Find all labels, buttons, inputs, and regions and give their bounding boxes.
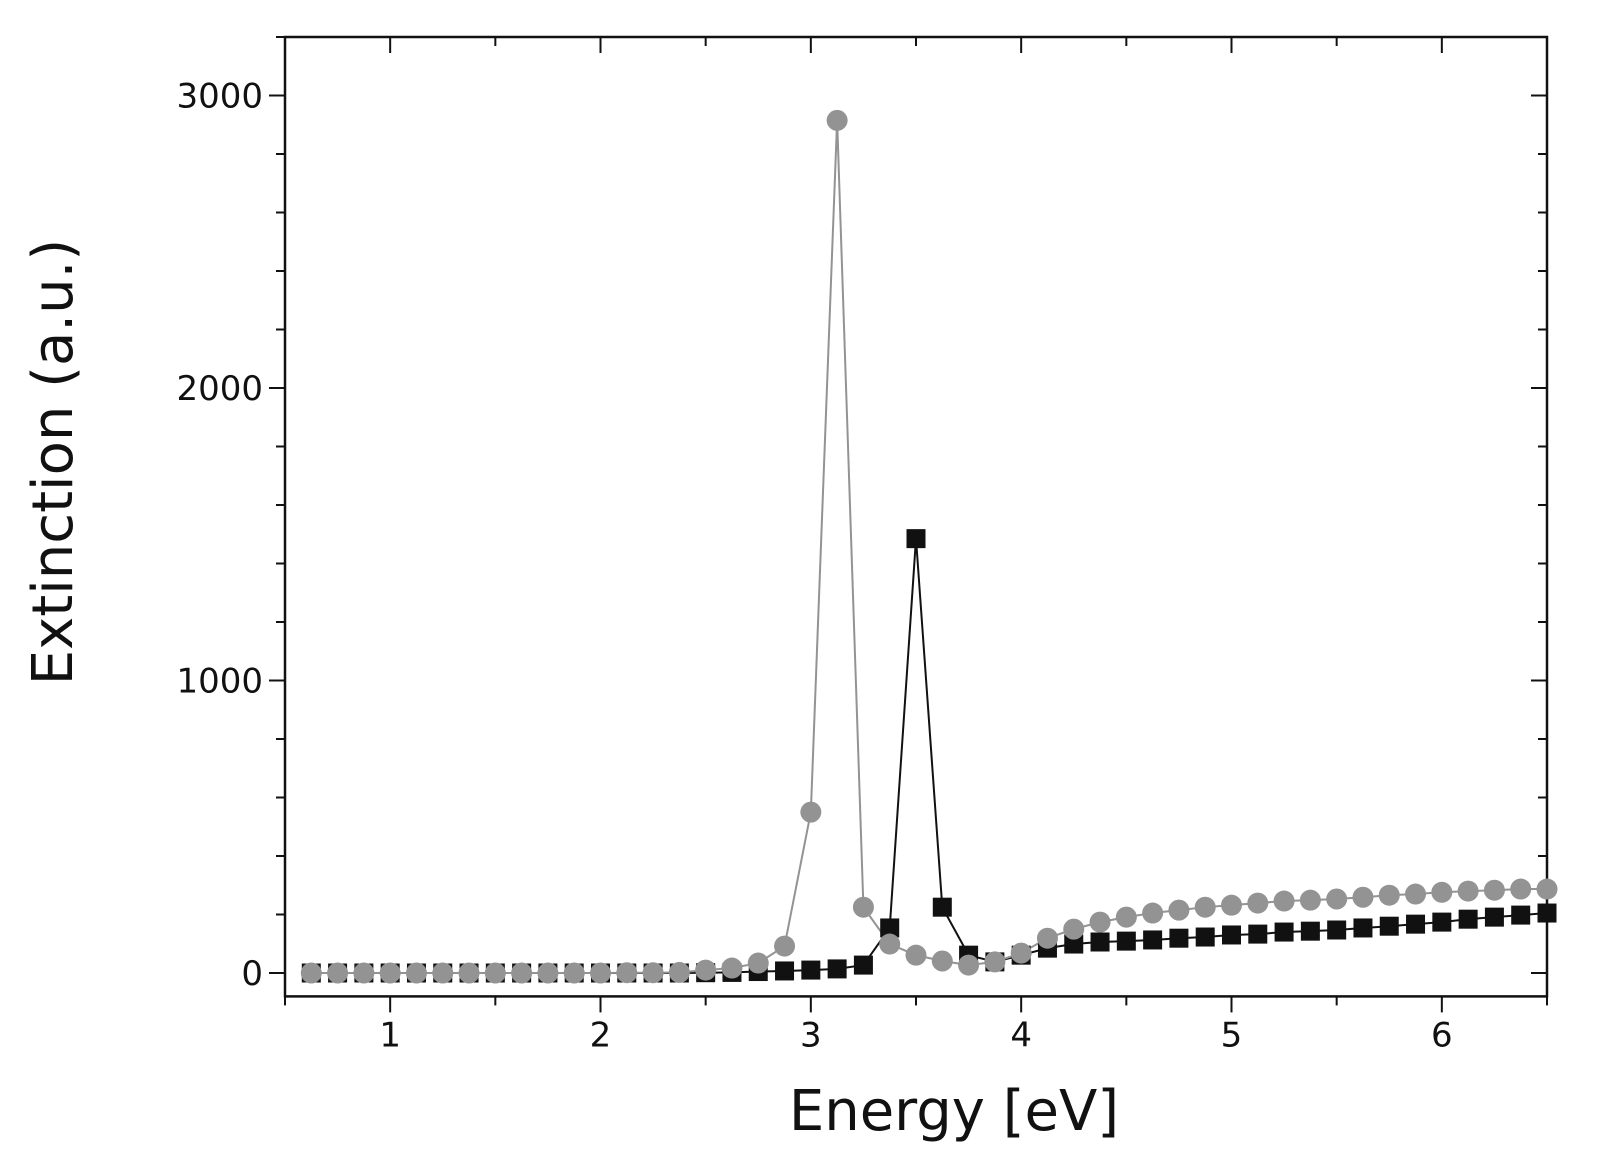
series-markers bbox=[300, 109, 1558, 984]
circle-marker bbox=[958, 954, 980, 976]
circle-marker bbox=[931, 950, 953, 972]
circle-marker bbox=[563, 962, 585, 984]
axis-ticks bbox=[269, 36, 1548, 1013]
square-marker bbox=[853, 955, 873, 975]
square-marker bbox=[880, 918, 900, 938]
square-marker bbox=[1484, 907, 1504, 927]
circle-marker bbox=[458, 962, 480, 984]
square-marker bbox=[1458, 909, 1478, 929]
circle-marker bbox=[405, 962, 427, 984]
circle-marker bbox=[695, 959, 717, 981]
plot-border bbox=[283, 35, 1549, 998]
circle-marker bbox=[1431, 881, 1453, 903]
circle-marker bbox=[1510, 878, 1532, 900]
square-marker bbox=[775, 961, 795, 981]
circle-marker bbox=[1299, 889, 1321, 911]
circle-marker bbox=[1115, 906, 1137, 928]
circle-marker bbox=[1142, 902, 1164, 924]
y-tick-label: 3000 bbox=[176, 77, 263, 117]
x-tick-label: 3 bbox=[800, 1015, 822, 1055]
series-lines bbox=[311, 120, 1548, 974]
circle-marker bbox=[1010, 942, 1032, 964]
x-axis-label: Energy [eV] bbox=[789, 1079, 1119, 1144]
circle-marker bbox=[905, 944, 927, 966]
series-line-square bbox=[311, 538, 1548, 974]
circle-marker bbox=[484, 962, 506, 984]
circle-marker bbox=[300, 962, 322, 984]
circle-marker bbox=[511, 962, 533, 984]
square-marker bbox=[1300, 921, 1320, 941]
circle-marker bbox=[1063, 918, 1085, 940]
plot-frame bbox=[283, 35, 1549, 998]
circle-marker bbox=[327, 962, 349, 984]
circle-marker bbox=[432, 962, 454, 984]
circle-marker bbox=[1457, 880, 1479, 902]
series-line-circle bbox=[311, 120, 1547, 974]
circle-marker bbox=[379, 962, 401, 984]
circle-marker bbox=[1221, 894, 1242, 916]
y-tick-label: 2000 bbox=[176, 369, 263, 409]
square-marker bbox=[827, 959, 847, 979]
circle-marker bbox=[642, 962, 664, 984]
circle-marker bbox=[1168, 899, 1190, 921]
y-tick-label: 0 bbox=[241, 954, 263, 994]
x-tick-label: 2 bbox=[590, 1015, 612, 1055]
x-tick-label: 5 bbox=[1221, 1015, 1243, 1055]
circle-marker bbox=[1378, 884, 1400, 906]
square-marker bbox=[1406, 914, 1426, 934]
circle-marker bbox=[1247, 892, 1269, 914]
circle-marker bbox=[879, 933, 901, 955]
circle-marker bbox=[747, 952, 769, 974]
x-tick-labels: 1 2 3 4 5 6 bbox=[379, 1015, 1452, 1055]
x-tick-label: 6 bbox=[1431, 1015, 1453, 1055]
circle-marker bbox=[1405, 883, 1427, 905]
square-marker bbox=[1169, 928, 1189, 948]
square-marker bbox=[801, 960, 821, 980]
circle-marker bbox=[1036, 927, 1058, 949]
circle-marker bbox=[826, 109, 848, 131]
square-marker bbox=[1432, 912, 1452, 932]
circle-marker bbox=[1194, 896, 1216, 918]
x-tick-label: 4 bbox=[1010, 1015, 1032, 1055]
square-marker bbox=[1327, 920, 1347, 940]
circle-marker bbox=[1352, 886, 1374, 908]
circle-marker bbox=[1483, 879, 1505, 901]
square-marker bbox=[1222, 925, 1241, 945]
circle-marker bbox=[1089, 911, 1111, 933]
square-marker bbox=[1248, 924, 1268, 944]
y-axis-label: Extinction (a.u.) bbox=[21, 239, 86, 686]
circle-marker bbox=[721, 957, 743, 979]
circle-marker bbox=[668, 961, 690, 983]
square-marker bbox=[1064, 934, 1084, 954]
square-marker bbox=[1511, 905, 1531, 925]
circle-marker bbox=[984, 951, 1006, 973]
y-tick-labels: 0 1000 2000 3000 bbox=[176, 77, 263, 995]
circle-marker bbox=[590, 962, 611, 984]
square-marker bbox=[1090, 932, 1110, 952]
circle-marker bbox=[852, 896, 874, 918]
circle-marker bbox=[1326, 888, 1348, 910]
square-marker bbox=[1143, 930, 1163, 950]
circle-marker bbox=[353, 962, 375, 984]
circle-marker bbox=[616, 962, 638, 984]
circle-marker bbox=[537, 962, 559, 984]
circle-marker bbox=[774, 935, 796, 957]
circle-marker bbox=[800, 801, 822, 823]
square-marker bbox=[1195, 927, 1215, 947]
square-marker bbox=[1537, 903, 1557, 923]
square-marker bbox=[1353, 918, 1373, 938]
square-marker bbox=[906, 529, 926, 549]
x-tick-label: 1 bbox=[379, 1015, 401, 1055]
circle-marker bbox=[1273, 890, 1295, 912]
square-marker bbox=[1274, 922, 1294, 942]
square-marker bbox=[932, 897, 952, 917]
square-marker bbox=[1379, 916, 1399, 936]
y-tick-label: 1000 bbox=[176, 662, 263, 702]
square-marker bbox=[1116, 931, 1136, 951]
circle-marker bbox=[1536, 878, 1558, 900]
